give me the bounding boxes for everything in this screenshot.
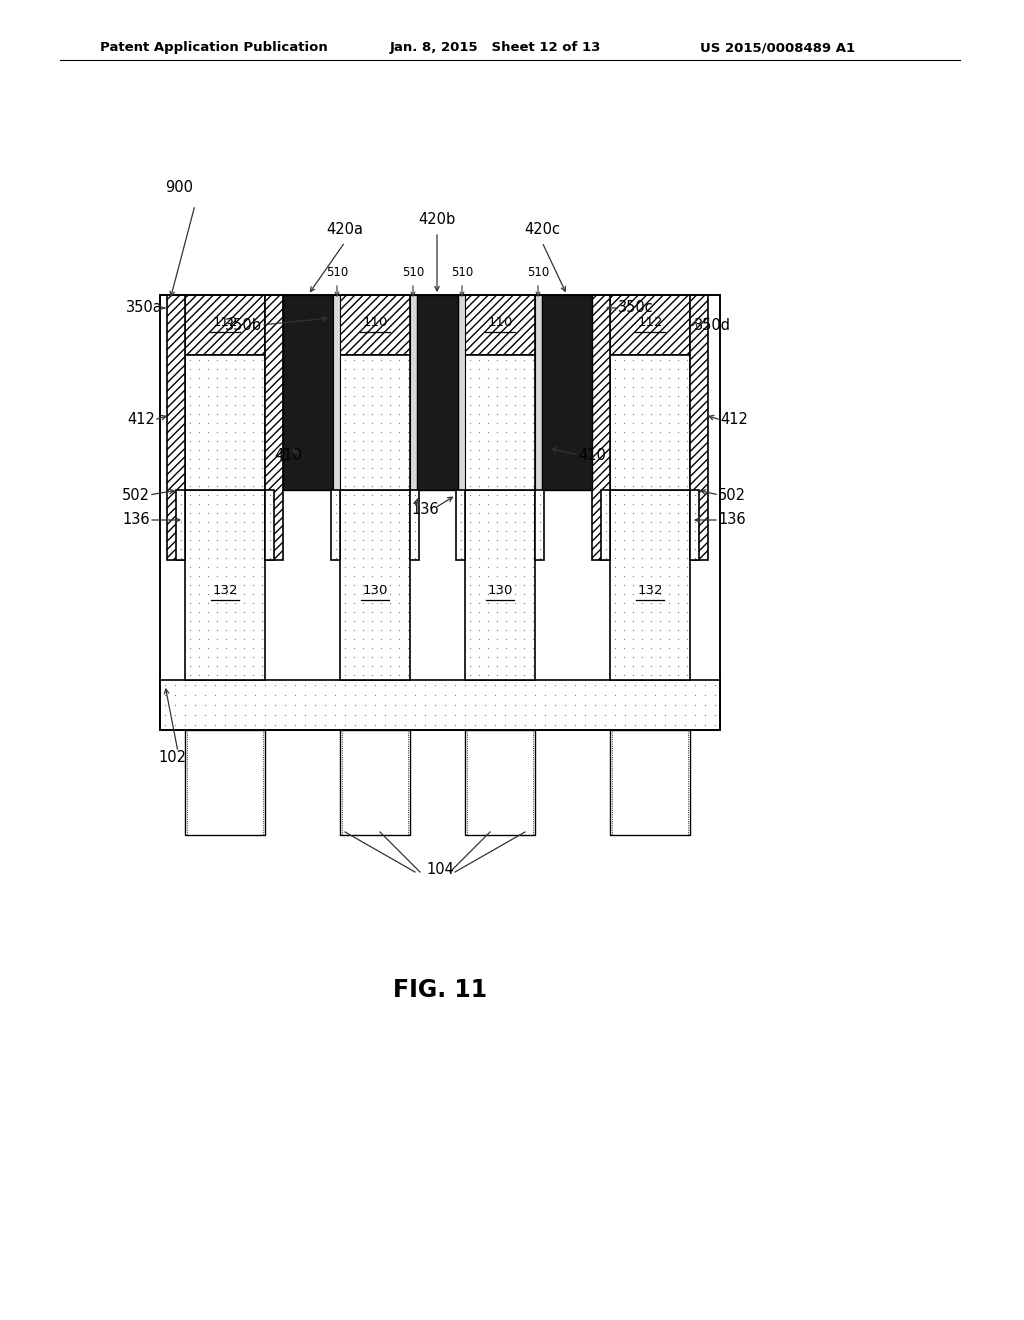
Bar	[283, 294, 333, 490]
Bar	[465, 490, 535, 680]
Bar	[185, 294, 265, 355]
Text: 136: 136	[412, 503, 439, 517]
Text: 112: 112	[637, 315, 663, 329]
Text: 420c: 420c	[524, 223, 560, 238]
Text: 350b: 350b	[225, 318, 262, 333]
Bar	[535, 490, 544, 560]
Text: 502: 502	[718, 487, 746, 503]
Bar	[185, 730, 265, 836]
Text: 132: 132	[637, 583, 663, 597]
Bar	[340, 730, 410, 836]
Bar	[410, 490, 419, 560]
Text: 130: 130	[362, 583, 388, 597]
Bar	[265, 294, 283, 560]
Text: 350d: 350d	[694, 318, 731, 333]
Text: 510: 510	[527, 265, 549, 279]
Text: 132: 132	[212, 583, 238, 597]
Bar	[167, 294, 185, 560]
Text: 410: 410	[274, 447, 302, 462]
Bar	[592, 294, 610, 560]
Text: 412: 412	[127, 412, 155, 428]
Text: 900: 900	[165, 181, 193, 195]
Text: 110: 110	[487, 315, 513, 329]
Text: 510: 510	[451, 265, 473, 279]
Bar	[160, 294, 720, 730]
Text: 130: 130	[487, 583, 513, 597]
Bar	[610, 294, 690, 355]
Bar	[185, 355, 265, 490]
Text: Patent Application Publication: Patent Application Publication	[100, 41, 328, 54]
Text: 412: 412	[720, 412, 748, 428]
Bar	[160, 294, 720, 730]
Bar	[340, 294, 410, 355]
Bar	[185, 490, 265, 680]
Text: US 2015/0008489 A1: US 2015/0008489 A1	[700, 41, 855, 54]
Bar	[610, 490, 690, 680]
Bar	[265, 490, 274, 560]
Bar	[176, 490, 185, 560]
Bar	[601, 490, 610, 560]
Bar	[690, 490, 699, 560]
Bar	[610, 355, 690, 490]
Text: 350c: 350c	[618, 301, 653, 315]
Bar	[542, 294, 592, 490]
Bar	[465, 730, 535, 836]
Text: 510: 510	[401, 265, 424, 279]
Text: 420b: 420b	[419, 213, 456, 227]
Bar	[333, 294, 340, 490]
Bar	[340, 355, 410, 490]
Bar	[456, 490, 465, 560]
Text: 136: 136	[123, 512, 150, 528]
Text: 350a: 350a	[126, 301, 163, 315]
Text: 410: 410	[578, 447, 606, 462]
Bar	[465, 355, 535, 490]
Text: 102: 102	[158, 751, 186, 766]
Text: 112: 112	[212, 315, 238, 329]
Bar	[465, 294, 535, 355]
Bar	[690, 294, 708, 560]
Text: 510: 510	[326, 265, 348, 279]
Bar	[610, 730, 690, 836]
Text: 136: 136	[718, 512, 745, 528]
Bar	[458, 294, 465, 490]
Text: 110: 110	[362, 315, 388, 329]
Text: FIG. 11: FIG. 11	[393, 978, 487, 1002]
Text: 502: 502	[122, 487, 150, 503]
Bar	[331, 490, 340, 560]
Bar	[340, 490, 410, 680]
Text: 420a: 420a	[327, 223, 364, 238]
Bar	[410, 294, 417, 490]
Text: Jan. 8, 2015   Sheet 12 of 13: Jan. 8, 2015 Sheet 12 of 13	[390, 41, 601, 54]
Text: 104: 104	[426, 862, 454, 878]
Bar	[160, 680, 720, 730]
Bar	[535, 294, 542, 490]
Bar	[417, 294, 458, 490]
